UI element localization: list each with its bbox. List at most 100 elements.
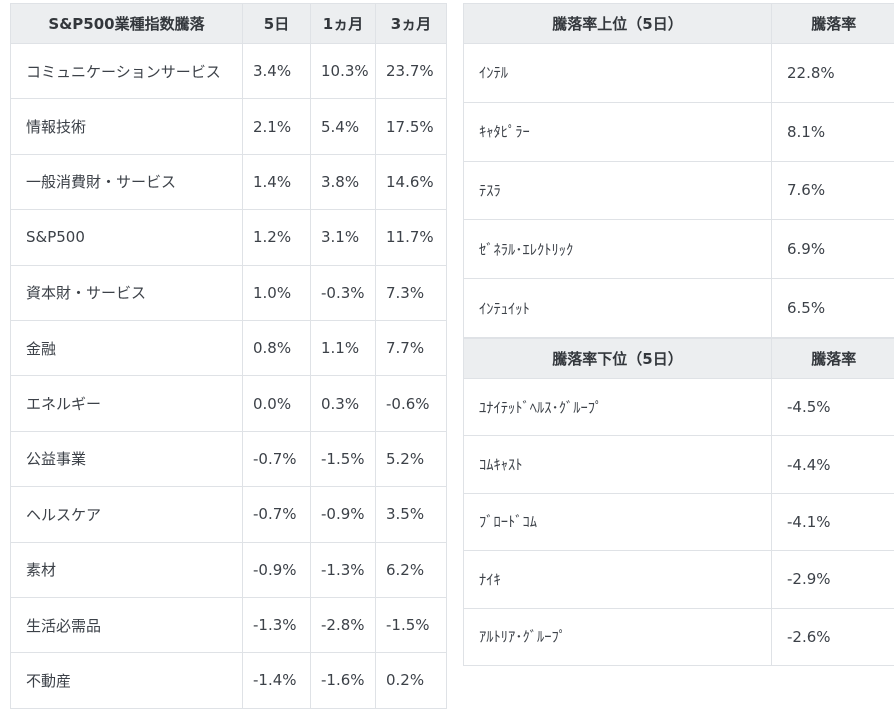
value-5d: 0.0% (242, 375, 311, 432)
losers-value-header: 騰落率 (771, 337, 894, 379)
gainers-table-title: 騰落率上位（5日） (463, 3, 772, 44)
value-1m: 1.1% (310, 319, 376, 377)
company-name: ｲﾝﾃﾙ (463, 43, 772, 103)
value-5d: 1.4% (242, 153, 311, 211)
table-row: 金融 0.8% 1.1% 7.7% (10, 319, 447, 377)
table-row: エネルギー 0.0% 0.3% -0.6% (10, 375, 447, 432)
column-header-3m: 3ヵ月 (375, 3, 447, 44)
value-3m: -0.6% (375, 375, 447, 432)
table-row: 不動産 -1.4% -1.6% 0.2% (10, 652, 447, 709)
table-row: ｺﾑｷｬｽﾄ -4.4% (463, 435, 894, 494)
value-1m: 3.8% (310, 153, 376, 211)
table-row: ｷｬﾀﾋﾟﾗｰ 8.1% (463, 101, 894, 162)
change-value: 8.1% (771, 101, 894, 162)
top-gainers-table: 騰落率上位（5日） 騰落率 ｲﾝﾃﾙ 22.8% ｷｬﾀﾋﾟﾗｰ 8.1% ﾃｽ… (463, 3, 894, 338)
change-value: -4.4% (771, 435, 894, 494)
company-name: ﾕﾅｲﾃｯﾄﾞﾍﾙｽ･ｸﾞﾙｰﾌﾟ (463, 377, 772, 437)
losers-header-row: 騰落率下位（5日） 騰落率 (463, 337, 894, 379)
value-5d: 3.4% (242, 42, 311, 100)
sector-name: 金融 (10, 319, 243, 377)
company-name: ﾌﾞﾛｰﾄﾞｺﾑ (463, 492, 772, 552)
table-row: 素材 -0.9% -1.3% 6.2% (10, 541, 447, 598)
change-value: 7.6% (771, 160, 894, 221)
value-5d: -0.7% (242, 430, 311, 488)
value-3m: 0.2% (375, 652, 447, 709)
value-3m: 14.6% (375, 153, 447, 211)
column-header-1m: 1ヵ月 (310, 3, 376, 44)
change-value: -4.5% (771, 377, 894, 437)
value-1m: -2.8% (310, 596, 376, 654)
change-value: 6.9% (771, 219, 894, 280)
value-3m: 11.7% (375, 209, 447, 266)
table-row: ｲﾝﾃﾙ 22.8% (463, 43, 894, 103)
company-name: ｲﾝﾃｭｲｯﾄ (463, 278, 772, 338)
value-1m: 10.3% (310, 42, 376, 100)
value-1m: -1.6% (310, 652, 376, 709)
value-5d: -1.3% (242, 596, 311, 654)
company-name: ｱﾙﾄﾘｱ･ｸﾞﾙｰﾌﾟ (463, 607, 772, 666)
table-row: ｲﾝﾃｭｲｯﾄ 6.5% (463, 278, 894, 338)
value-5d: 2.1% (242, 98, 311, 155)
table-row: 情報技術 2.1% 5.4% 17.5% (10, 98, 447, 155)
table-row: コミュニケーションサービス 3.4% 10.3% 23.7% (10, 42, 447, 100)
sector-performance-table: S&P500業種指数騰落 5日 1ヵ月 3ヵ月 コミュニケーションサービス 3.… (10, 3, 447, 709)
sector-name: 素材 (10, 541, 243, 598)
value-1m: 3.1% (310, 209, 376, 266)
value-1m: -1.5% (310, 430, 376, 488)
table-row: ﾕﾅｲﾃｯﾄﾞﾍﾙｽ･ｸﾞﾙｰﾌﾟ -4.5% (463, 377, 894, 437)
table-row: ﾃｽﾗ 7.6% (463, 160, 894, 221)
value-1m: -0.9% (310, 486, 376, 543)
company-name: ﾅｲｷ (463, 550, 772, 609)
sector-name: エネルギー (10, 375, 243, 432)
company-name: ｷｬﾀﾋﾟﾗｰ (463, 101, 772, 162)
sector-name: 資本財・サービス (10, 264, 243, 321)
value-1m: 5.4% (310, 98, 376, 155)
sector-name: 情報技術 (10, 98, 243, 155)
value-5d: -0.7% (242, 486, 311, 543)
sector-name: 公益事業 (10, 430, 243, 488)
company-name: ｺﾑｷｬｽﾄ (463, 435, 772, 494)
value-3m: 17.5% (375, 98, 447, 155)
value-5d: 0.8% (242, 319, 311, 377)
table-row: 一般消費財・サービス 1.4% 3.8% 14.6% (10, 153, 447, 211)
column-header-5d: 5日 (242, 3, 311, 44)
value-3m: 7.3% (375, 264, 447, 321)
value-3m: 7.7% (375, 319, 447, 377)
table-row: ﾅｲｷ -2.9% (463, 550, 894, 609)
sector-table-header-row: S&P500業種指数騰落 5日 1ヵ月 3ヵ月 (10, 3, 447, 44)
sector-name: ヘルスケア (10, 486, 243, 543)
table-row: S&P500 1.2% 3.1% 11.7% (10, 209, 447, 266)
value-1m: 0.3% (310, 375, 376, 432)
value-1m: -0.3% (310, 264, 376, 321)
value-5d: 1.2% (242, 209, 311, 266)
table-row: 資本財・サービス 1.0% -0.3% 7.3% (10, 264, 447, 321)
company-name: ｾﾞﾈﾗﾙ･ｴﾚｸﾄﾘｯｸ (463, 219, 772, 280)
table-row: 生活必需品 -1.3% -2.8% -1.5% (10, 596, 447, 654)
sector-name: コミュニケーションサービス (10, 42, 243, 100)
change-value: -4.1% (771, 492, 894, 552)
value-5d: -1.4% (242, 652, 311, 709)
sector-table-title: S&P500業種指数騰落 (10, 3, 243, 44)
table-row: ｱﾙﾄﾘｱ･ｸﾞﾙｰﾌﾟ -2.6% (463, 607, 894, 666)
value-1m: -1.3% (310, 541, 376, 598)
value-3m: 23.7% (375, 42, 447, 100)
value-3m: 6.2% (375, 541, 447, 598)
sector-name: 生活必需品 (10, 596, 243, 654)
table-row: ﾌﾞﾛｰﾄﾞｺﾑ -4.1% (463, 492, 894, 552)
page-content: S&P500業種指数騰落 5日 1ヵ月 3ヵ月 コミュニケーションサービス 3.… (10, 3, 894, 709)
value-5d: 1.0% (242, 264, 311, 321)
change-value: -2.9% (771, 550, 894, 609)
table-row: ヘルスケア -0.7% -0.9% 3.5% (10, 486, 447, 543)
sector-name: S&P500 (10, 209, 243, 266)
value-3m: 3.5% (375, 486, 447, 543)
table-row: 公益事業 -0.7% -1.5% 5.2% (10, 430, 447, 488)
value-5d: -0.9% (242, 541, 311, 598)
change-value: 22.8% (771, 43, 894, 103)
losers-table-title: 騰落率下位（5日） (463, 337, 772, 379)
top-losers-table: 騰落率下位（5日） 騰落率 ﾕﾅｲﾃｯﾄﾞﾍﾙｽ･ｸﾞﾙｰﾌﾟ -4.5% ｺﾑ… (463, 337, 894, 666)
change-value: 6.5% (771, 278, 894, 338)
sector-name: 一般消費財・サービス (10, 153, 243, 211)
change-value: -2.6% (771, 607, 894, 666)
movers-column: 騰落率上位（5日） 騰落率 ｲﾝﾃﾙ 22.8% ｷｬﾀﾋﾟﾗｰ 8.1% ﾃｽ… (463, 3, 894, 666)
gainers-header-row: 騰落率上位（5日） 騰落率 (463, 3, 894, 44)
